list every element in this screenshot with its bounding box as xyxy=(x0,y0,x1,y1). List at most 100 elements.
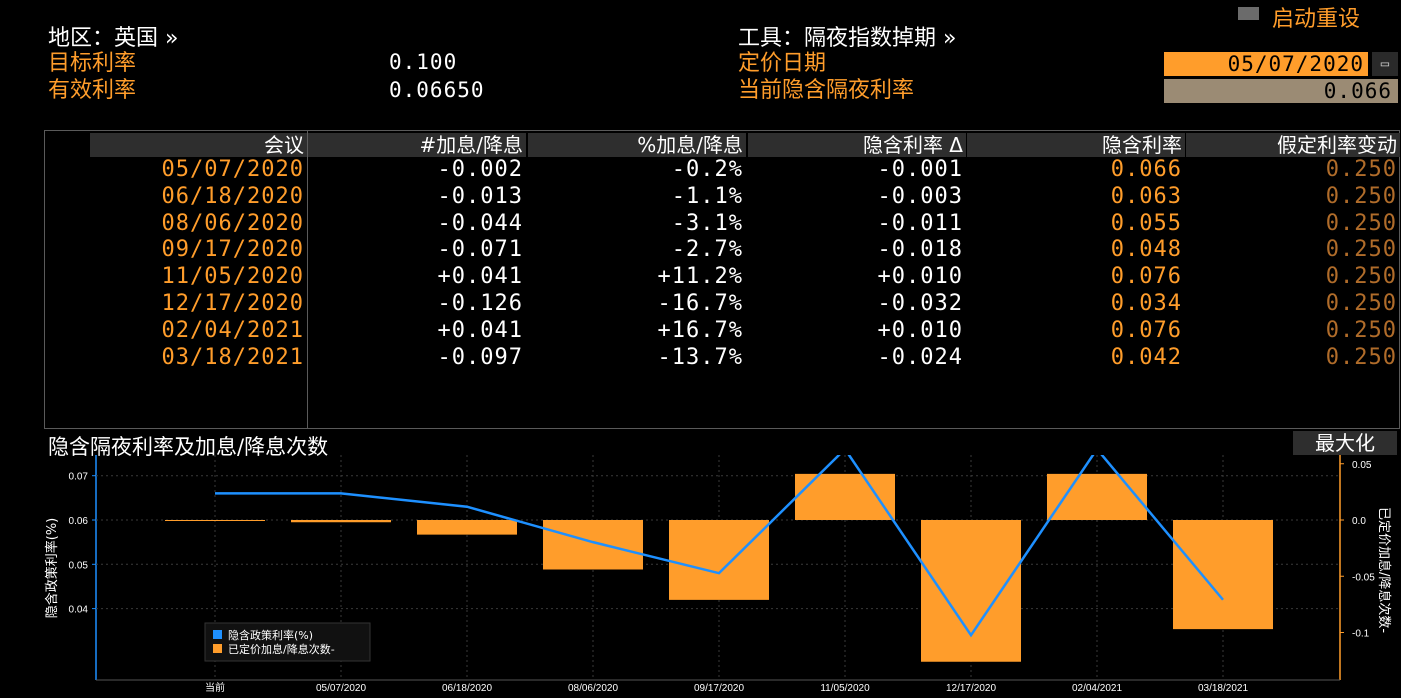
chart-title: 隐含隔夜利率及加息/降息次数 xyxy=(48,435,329,459)
table-cell: 02/04/2021 xyxy=(161,317,304,343)
bar xyxy=(921,520,1021,662)
table-cell: -2.7% xyxy=(671,237,743,263)
legend-label-bar: 已定价加息/降息次数- xyxy=(228,642,335,656)
right-axis-title: 已定价加息/降息次数- xyxy=(1376,507,1392,633)
table-cell: -0.032 xyxy=(877,291,963,316)
table-cell: 06/18/2020 xyxy=(161,183,304,209)
table-cell: 0.048 xyxy=(1110,237,1182,263)
left-tick-label: 0.07 xyxy=(69,472,89,483)
table-cell: -3.1% xyxy=(671,210,743,236)
table-cell: +0.041 xyxy=(437,317,523,343)
table-cell: -0.097 xyxy=(437,344,523,370)
bar xyxy=(1173,520,1273,630)
table-cell: +0.010 xyxy=(877,317,963,343)
column-header[interactable]: 隐含利率 Δ xyxy=(748,133,966,157)
region-link[interactable]: 地区：英国 » xyxy=(48,26,179,51)
effective-rate-label: 有效利率 xyxy=(48,78,137,103)
table-cell: -0.003 xyxy=(877,183,963,209)
table-cell: 0.250 xyxy=(1325,210,1397,236)
column-header[interactable]: 会议 xyxy=(90,133,307,157)
table-cell: 0.250 xyxy=(1325,264,1397,290)
calendar-icon[interactable]: ▭ xyxy=(1372,52,1398,76)
table-cell: 03/18/2021 xyxy=(161,344,304,370)
pricing-date-input[interactable]: 05/07/2020 xyxy=(1164,52,1368,76)
x-tick-label: 08/06/2020 xyxy=(568,683,618,694)
column-header[interactable]: %加息/降息 xyxy=(528,133,746,157)
column-header[interactable]: 隐含利率 xyxy=(967,133,1185,157)
column-header[interactable]: #加息/降息 xyxy=(308,133,526,157)
bar xyxy=(291,520,391,523)
reset-label: 启动重设 xyxy=(1272,7,1361,32)
bar xyxy=(543,520,643,570)
left-tick-label: 0.05 xyxy=(69,560,89,571)
table-cell: -0.071 xyxy=(437,237,523,263)
implied-rate-line xyxy=(215,455,1224,638)
table-cell: 0.250 xyxy=(1325,291,1397,316)
legend-box xyxy=(204,622,371,662)
table-cell: -0.018 xyxy=(877,237,963,263)
table-cell: -0.044 xyxy=(437,210,523,236)
x-tick-label: 02/04/2021 xyxy=(1072,683,1122,694)
table-cell: +11.2% xyxy=(657,264,743,290)
table-cell: 12/17/2020 xyxy=(161,291,304,316)
legend-swatch-bar xyxy=(213,644,222,653)
target-rate-label: 目标利率 xyxy=(48,51,137,76)
maximize-button[interactable]: 最大化 xyxy=(1293,431,1397,455)
table-cell: 08/06/2020 xyxy=(161,210,304,236)
table-cell: 09/17/2020 xyxy=(161,237,304,263)
table-cell: -0.001 xyxy=(877,157,963,182)
table-cell: -16.7% xyxy=(657,291,743,316)
table-cell: -0.011 xyxy=(877,210,963,236)
table-cell: 0.250 xyxy=(1325,317,1397,343)
current-implied-value: 0.066 xyxy=(1164,79,1398,103)
table-cell: 0.042 xyxy=(1110,344,1182,370)
x-tick-label: 03/18/2021 xyxy=(1198,683,1248,694)
effective-rate-value: 0.06650 xyxy=(389,78,485,102)
instrument-link[interactable]: 工具：隔夜指数掉期 » xyxy=(738,26,957,51)
meetings-table: 会议 #加息/降息 %加息/降息 隐含利率 Δ 隐含利率 假定利率变动 05/07/202… xyxy=(44,130,1400,429)
bar xyxy=(1047,473,1147,520)
table-cell: -13.7% xyxy=(657,344,743,370)
table-cell: -0.126 xyxy=(437,291,523,316)
pricing-date-label: 定价日期 xyxy=(738,51,827,76)
table-cell: 0.250 xyxy=(1325,183,1397,209)
table-cell: 0.055 xyxy=(1110,210,1182,236)
column-header[interactable]: 假定利率变动 xyxy=(1186,133,1400,157)
bar xyxy=(669,520,769,600)
table-cell: +16.7% xyxy=(657,317,743,343)
table-cell: +0.041 xyxy=(437,264,523,290)
table-cell: 0.250 xyxy=(1325,344,1397,370)
legend-label-line: 隐含政策利率(%) xyxy=(228,628,313,642)
table-cell: 0.066 xyxy=(1110,157,1182,182)
table-cell: -0.024 xyxy=(877,344,963,370)
bar xyxy=(795,473,895,520)
left-tick-label: 0.04 xyxy=(69,605,89,616)
table-cell: 0.250 xyxy=(1325,237,1397,263)
reset-button[interactable]: 启动重设 xyxy=(1236,2,1401,32)
legend-swatch-line xyxy=(213,630,222,639)
table-divider xyxy=(307,131,308,428)
table-cell: -0.002 xyxy=(437,157,523,182)
bar xyxy=(417,520,517,535)
table-cell: -0.013 xyxy=(437,183,523,209)
current-implied-label: 当前隐含隔夜利率 xyxy=(738,78,915,103)
right-tick-label: 0.0 xyxy=(1352,516,1366,527)
table-cell: 0.076 xyxy=(1110,317,1182,343)
x-tick-label: 05/07/2020 xyxy=(316,683,366,694)
table-cell: 0.250 xyxy=(1325,157,1397,182)
rate-chart: 0.04 0.05 0.06 0.07 0.05 0.0 -0.05 -0.1 隐含政策利率(%… xyxy=(44,455,1392,694)
x-tick-label: 11/05/2020 xyxy=(820,683,870,694)
table-cell: +0.010 xyxy=(877,264,963,290)
table-cell: 0.034 xyxy=(1110,291,1182,316)
reset-icon xyxy=(1238,7,1259,20)
x-tick-label: 09/17/2020 xyxy=(694,683,744,694)
table-cell: 11/05/2020 xyxy=(161,264,304,290)
right-tick-label: 0.05 xyxy=(1352,460,1372,471)
right-tick-label: -0.1 xyxy=(1352,629,1370,640)
table-cell: 0.063 xyxy=(1110,183,1182,209)
target-rate-value: 0.100 xyxy=(389,50,458,74)
left-tick-label: 0.06 xyxy=(69,516,89,527)
x-tick-label: 06/18/2020 xyxy=(442,683,492,694)
table-cell: 0.076 xyxy=(1110,264,1182,290)
table-cell: 05/07/2020 xyxy=(161,157,304,182)
